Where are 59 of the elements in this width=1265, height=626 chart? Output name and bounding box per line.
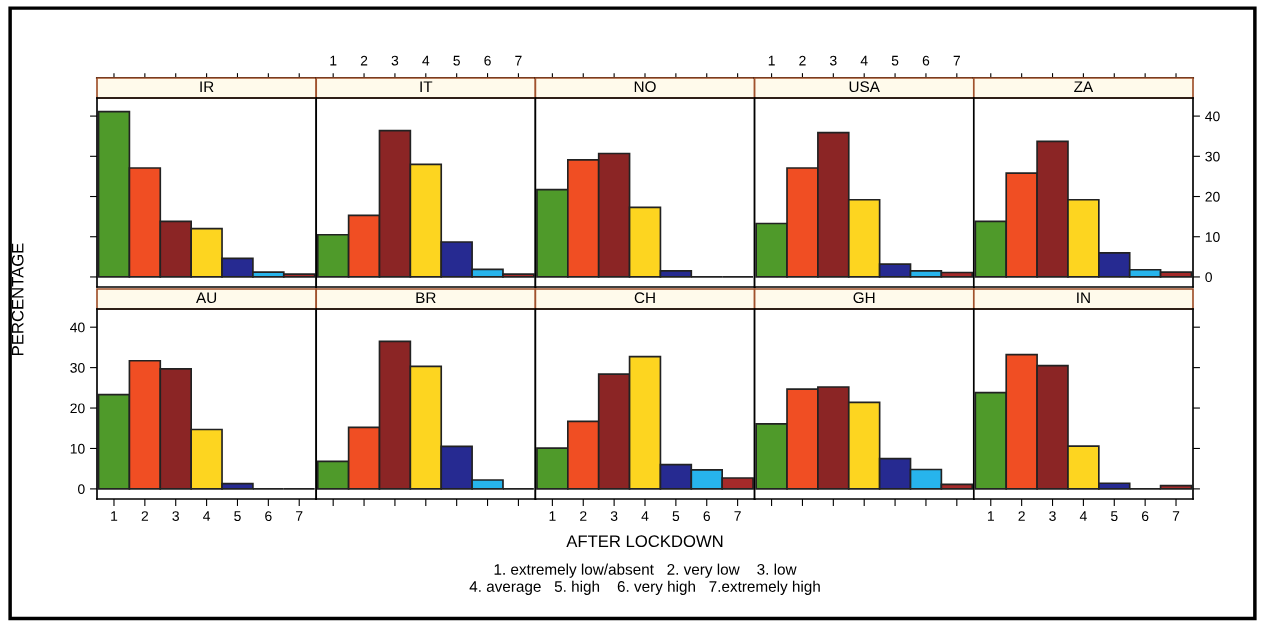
chart-title: BR xyxy=(416,292,436,303)
x-tick-label: 4 xyxy=(1079,511,1087,521)
x-tick-label: 7 xyxy=(953,55,960,66)
x-tick-label: 3 xyxy=(1049,511,1056,522)
x-tick-label: 1 xyxy=(111,511,118,521)
x-tick-label: 7 xyxy=(296,511,303,521)
y-tick-label: 20 xyxy=(70,403,85,414)
text: 1. extremely low/absent 2. very low 3. low xyxy=(494,563,797,578)
text: 4. average 5. high 6. very high 7.extremely high xyxy=(469,580,820,595)
x-tick-label: 1 xyxy=(330,55,337,66)
x-tick-label: 4 xyxy=(203,511,211,521)
x-tick-label: 6 xyxy=(265,511,272,522)
x-tick-label: 4 xyxy=(641,511,649,521)
x-tick-label: 4 xyxy=(422,55,430,66)
x-tick-label: 7 xyxy=(1172,511,1180,521)
chart-title: CH xyxy=(634,292,655,304)
x-tick-label: 5 xyxy=(453,55,460,66)
y-tick-label: 30 xyxy=(1205,151,1220,162)
x-tick-label: 7 xyxy=(734,511,741,521)
chart-title: IT xyxy=(420,81,433,92)
x-tick-label: 5 xyxy=(891,55,899,66)
chart-title: IN xyxy=(1077,292,1090,303)
y-tick-label: 10 xyxy=(1205,232,1220,242)
x-tick-label: 2 xyxy=(580,511,587,521)
x-tick-label: 1 xyxy=(987,511,994,521)
chart-title: ZA xyxy=(1074,81,1094,92)
x-tick-label: 1 xyxy=(549,511,556,521)
x-tick-label: 6 xyxy=(703,511,710,522)
y-axis-title: PERCENTAGE xyxy=(11,243,24,355)
x-tick-label: 2 xyxy=(1018,511,1025,521)
y-tick-label: 30 xyxy=(70,362,85,373)
x-tick-label: 6 xyxy=(922,55,930,66)
x-tick-label: 3 xyxy=(829,55,837,66)
chart-title: USA xyxy=(849,81,880,93)
x-tick-label: 3 xyxy=(172,511,179,522)
x-tick-label: 2 xyxy=(799,55,806,66)
x-tick-label: 2 xyxy=(141,511,149,521)
chart-title: IR xyxy=(200,81,214,92)
y-tick-label: 0 xyxy=(78,484,85,495)
x-tick-label: 6 xyxy=(1141,511,1149,522)
x-tick-label: 3 xyxy=(610,511,618,522)
x-axis-title: AFTER LOCKDOWN xyxy=(566,535,723,548)
y-tick-label: 0 xyxy=(1205,272,1212,283)
x-tick-label: 7 xyxy=(515,55,522,66)
x-tick-label: 2 xyxy=(360,55,368,66)
x-tick-label: 5 xyxy=(234,511,241,522)
y-tick-label: 10 xyxy=(70,443,85,454)
x-tick-label: 3 xyxy=(391,55,399,66)
y-tick-label: 20 xyxy=(1205,191,1220,202)
x-tick-label: 4 xyxy=(860,55,868,66)
chart-title: NO xyxy=(634,81,656,93)
x-tick-label: 6 xyxy=(484,55,491,66)
x-tick-label: 1 xyxy=(768,55,775,66)
y-tick-label: 40 xyxy=(1205,111,1220,122)
x-tick-label: 5 xyxy=(1110,511,1118,522)
x-tick-label: 5 xyxy=(672,511,680,522)
y-tick-label: 40 xyxy=(70,322,85,333)
chart-title: AU xyxy=(196,292,217,304)
chart-title: GH xyxy=(853,292,875,304)
